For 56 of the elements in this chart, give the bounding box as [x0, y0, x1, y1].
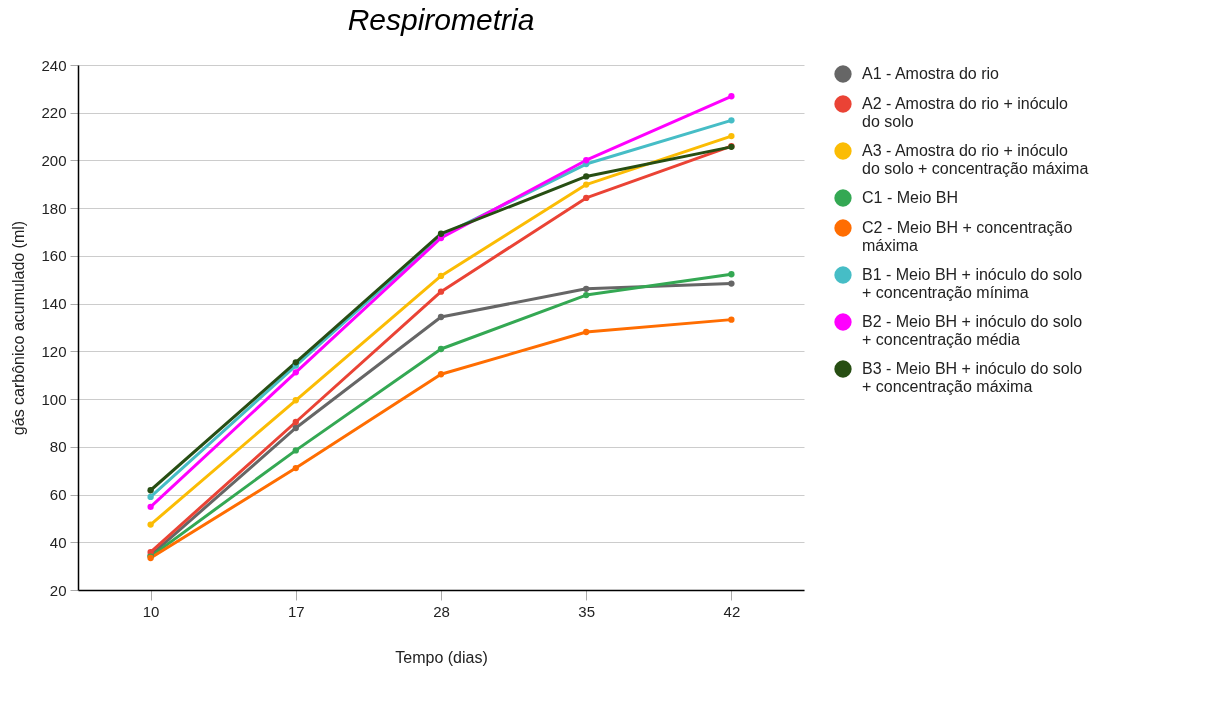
- point: [147, 493, 154, 501]
- y-tick-label: 220: [41, 104, 67, 122]
- y-tick-label: 120: [41, 342, 67, 360]
- point: [292, 397, 299, 404]
- point: [728, 117, 735, 124]
- point: [292, 424, 299, 432]
- y-tick-label: 140: [41, 295, 67, 313]
- legend-label: A1 - Amostra do rio: [862, 65, 1000, 82]
- y-tick-label: 240: [41, 56, 67, 74]
- point: [147, 521, 154, 528]
- point: [437, 272, 445, 280]
- y-tick-label: 40: [49, 533, 67, 551]
- legend-label: C2 - Meio BH + concentração máxima: [862, 219, 1073, 254]
- x-axis-title: Tempo (dias): [395, 648, 488, 666]
- point: [292, 464, 299, 472]
- point: [147, 503, 154, 511]
- point: [147, 487, 154, 494]
- y-tick-label: 200: [41, 151, 67, 169]
- point: [583, 181, 590, 188]
- y-tick-label: 180: [41, 199, 67, 217]
- point: [728, 132, 735, 140]
- y-axis-title: gás carbônico acumulado (ml): [10, 220, 28, 436]
- legend-label: C1 - Meio BH: [862, 189, 959, 206]
- point: [583, 173, 590, 180]
- x-tick-label: 28: [433, 602, 450, 620]
- point: [437, 345, 445, 353]
- point: [728, 280, 735, 287]
- x-tick-label: 35: [578, 602, 596, 620]
- point: [583, 328, 590, 336]
- point: [292, 447, 299, 454]
- x-tick-label: 42: [723, 602, 741, 620]
- point: [728, 93, 735, 100]
- y-tick-label: 80: [49, 438, 67, 456]
- legend-label: B1 - Meio BH + inóculo do solo + concentração mínima: [862, 266, 1083, 301]
- legend-label: A2 - Amostra do rio + inóculo do solo: [862, 95, 1068, 130]
- x-tick-label: 17: [287, 602, 305, 620]
- legend-label: B3 - Meio BH + inóculo do solo + concentração máxima: [862, 360, 1083, 395]
- point: [292, 369, 299, 376]
- point: [728, 271, 735, 278]
- y-tick-label: 60: [49, 486, 67, 504]
- point: [583, 291, 590, 299]
- legend-label: A3 - Amostra do rio + inóculo do solo + concentração máxima: [862, 142, 1089, 177]
- y-tick-label: 20: [49, 581, 67, 599]
- y-tick-label: 160: [41, 247, 67, 265]
- point: [437, 371, 445, 378]
- y-tick-label: 100: [41, 390, 67, 408]
- legend-label: B2 - Meio BH + inóculo do solo + concentração média: [862, 313, 1083, 348]
- point: [728, 316, 735, 323]
- point: [437, 313, 445, 321]
- point: [583, 157, 590, 164]
- x-tick-label: 10: [142, 602, 160, 620]
- point: [437, 288, 445, 295]
- point: [583, 285, 590, 292]
- point: [583, 194, 590, 202]
- chart-title: Respirometria: [347, 3, 535, 36]
- point: [292, 418, 299, 426]
